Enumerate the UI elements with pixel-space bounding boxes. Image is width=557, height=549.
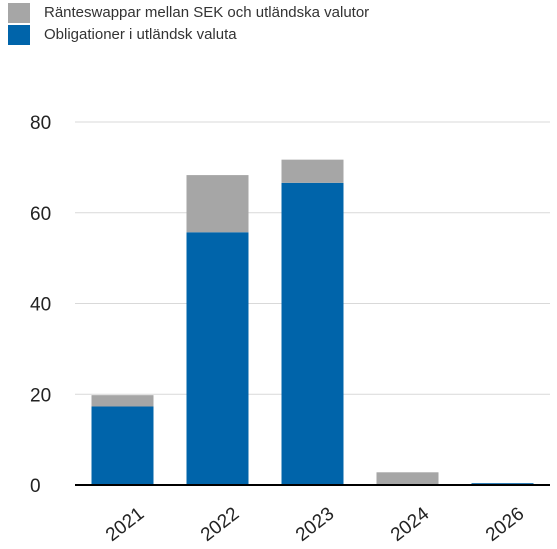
legend-item-bonds: Obligationer i utländsk valuta [8, 24, 369, 46]
legend-swatch-bonds [8, 25, 30, 45]
x-tick-label-2024: 2024 [387, 503, 434, 546]
y-tick-label-0: 0 [30, 476, 41, 497]
legend-label-swaps: Ränteswappar mellan SEK och utländska va… [44, 4, 370, 21]
bar-2023-series-0 [281, 182, 344, 486]
legend-item-swaps: Ränteswappar mellan SEK och utländska va… [8, 2, 369, 24]
chart-legend: Ränteswappar mellan SEK och utländska va… [8, 2, 369, 46]
legend-label-bonds: Obligationer i utländsk valuta [44, 26, 237, 43]
bar-2022-series-1 [186, 175, 249, 233]
x-tick-label-2026: 2026 [482, 503, 528, 546]
bar-2023-series-1 [281, 159, 344, 183]
x-tick-label-2021: 2021 [102, 503, 148, 546]
y-tick-label-20: 20 [30, 385, 51, 406]
y-tick-label-60: 60 [30, 204, 51, 225]
bar-2021-series-0 [91, 406, 154, 485]
x-tick-label-2022: 2022 [197, 503, 243, 546]
bar-2021-series-1 [91, 395, 154, 407]
y-tick-label-80: 80 [30, 113, 51, 134]
legend-swatch-swaps [8, 3, 30, 23]
x-tick-label-2023: 2023 [292, 503, 338, 546]
y-tick-label-40: 40 [30, 295, 51, 316]
bar-2022-series-0 [186, 232, 249, 485]
bar-2024-series-1 [376, 472, 439, 485]
